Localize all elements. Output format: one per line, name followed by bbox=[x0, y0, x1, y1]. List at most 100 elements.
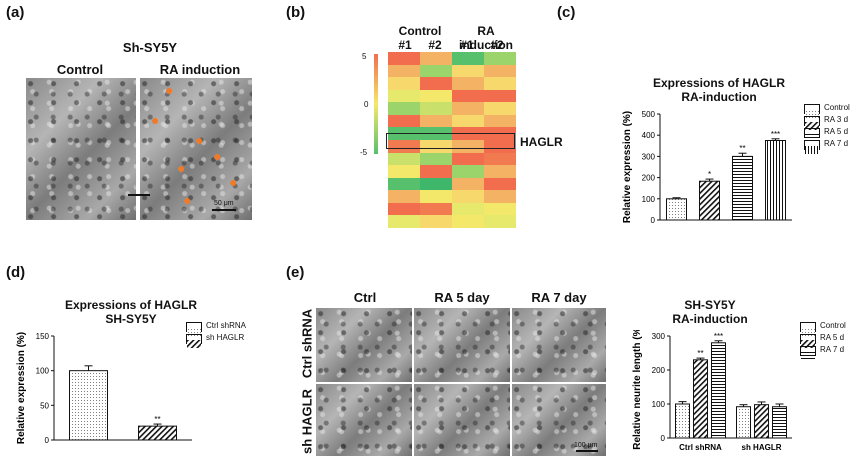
divider-mark bbox=[128, 194, 150, 196]
y-tick-label: 100 bbox=[642, 195, 656, 204]
heatmap-cell bbox=[484, 52, 516, 66]
heatmap-cell bbox=[452, 140, 484, 154]
heatmap-highlight-box bbox=[386, 133, 515, 149]
orange-marker bbox=[196, 138, 202, 144]
y-tick-label: 500 bbox=[642, 110, 656, 119]
micrograph-control bbox=[26, 78, 136, 220]
e-col-label: RA 5 day bbox=[434, 290, 490, 305]
heatmap-cell bbox=[388, 152, 420, 166]
heatmap-cell bbox=[420, 89, 452, 103]
heatmap-cell bbox=[420, 215, 452, 229]
chart-e: Relative neurite length (%) 0 100 200 300 Ctr… bbox=[632, 330, 792, 452]
heatmap-cell bbox=[484, 77, 516, 91]
y-axis-label: Relative expression (%) bbox=[622, 111, 633, 223]
heatmap-cell bbox=[484, 215, 516, 229]
heatmap-cell bbox=[452, 190, 484, 204]
heatmap-cell bbox=[484, 190, 516, 204]
heatmap-cell bbox=[388, 202, 420, 216]
heatmap-cell bbox=[420, 140, 452, 154]
chart-d-legend: Ctrl shRNA sh HAGLR bbox=[186, 321, 266, 352]
heatmap-cell bbox=[452, 165, 484, 179]
bar bbox=[699, 180, 720, 221]
heatmap-cell bbox=[388, 190, 420, 204]
chart-e-legend: Control RA 5 d RA 7 d bbox=[800, 321, 848, 366]
bar bbox=[69, 370, 108, 441]
y-tick-label: 300 bbox=[642, 152, 656, 161]
legend-swatch bbox=[800, 322, 816, 336]
heatmap-col-label: #1 bbox=[398, 38, 412, 52]
heatmap-cell bbox=[452, 215, 484, 229]
heatmap-cell bbox=[484, 165, 516, 179]
chart-c-subtitle: RA-induction bbox=[681, 90, 757, 104]
heatmap-cell bbox=[484, 102, 516, 116]
heatmap-col-label: #2 bbox=[490, 38, 504, 52]
panel-label-c: (c) bbox=[557, 4, 576, 21]
micrograph-ctrl-shrna-ra7 bbox=[512, 308, 606, 382]
chart-d-subtitle: SH-SY5Y bbox=[105, 312, 157, 326]
panel-a-title: Sh-SY5Y bbox=[122, 40, 178, 55]
heatmap-cell bbox=[484, 114, 516, 128]
scale-bar bbox=[576, 450, 598, 452]
heatmap-colorbar bbox=[374, 54, 378, 154]
legend-label: RA 7 d bbox=[820, 345, 845, 354]
bar bbox=[772, 406, 787, 439]
heatmap-cell bbox=[388, 52, 420, 66]
y-tick-label: 0 bbox=[651, 216, 656, 225]
heatmap-cell bbox=[452, 89, 484, 103]
legend-label: Ctrl shRNA bbox=[206, 321, 247, 330]
bar bbox=[732, 155, 753, 221]
legend-swatch bbox=[804, 116, 820, 130]
chart-e-subtitle: RA-induction bbox=[672, 312, 748, 326]
heatmap-cell bbox=[452, 152, 484, 166]
panel-a-control-label: Control bbox=[56, 62, 104, 77]
micrograph-sh-haglr-ra7 bbox=[512, 384, 606, 456]
colorbar-tick: 5 bbox=[362, 52, 367, 61]
significance-label: * bbox=[708, 170, 711, 179]
significance-label: ** bbox=[739, 144, 745, 153]
legend-label: RA 5 d bbox=[824, 127, 849, 136]
scale-bar-label: 100 μm bbox=[574, 442, 598, 449]
significance-label: *** bbox=[771, 130, 780, 139]
heatmap-cell bbox=[484, 140, 516, 154]
y-tick-label: 300 bbox=[652, 332, 666, 341]
bar bbox=[666, 198, 687, 221]
bar bbox=[711, 342, 726, 439]
heatmap-cell bbox=[420, 77, 452, 91]
chart-c-legend: Control RA 3 d RA 5 d RA 7 d bbox=[804, 103, 850, 164]
heatmap-cell bbox=[388, 140, 420, 154]
y-tick-label: 200 bbox=[652, 366, 666, 375]
heatmap-ra-label: RA induction bbox=[459, 24, 513, 52]
y-tick-label: 400 bbox=[642, 131, 656, 140]
heatmap-cell bbox=[388, 165, 420, 179]
heatmap-cell bbox=[484, 64, 516, 78]
legend-swatch bbox=[804, 140, 820, 154]
chart-d: Relative expression (%) 0 50 100 150 ** bbox=[16, 332, 192, 445]
heatmap-cell bbox=[452, 177, 484, 191]
legend-swatch bbox=[800, 346, 816, 360]
heatmap-cell bbox=[388, 77, 420, 91]
y-tick-label: 100 bbox=[652, 400, 666, 409]
chart-d-title: Expressions of HAGLR bbox=[64, 298, 198, 312]
heatmap-cell bbox=[388, 89, 420, 103]
panel-label-b: (b) bbox=[286, 4, 306, 21]
orange-marker bbox=[166, 88, 172, 94]
significance-label: ** bbox=[697, 349, 703, 358]
y-tick-label: 0 bbox=[45, 436, 50, 445]
scale-bar-label: 50 μm bbox=[214, 200, 234, 207]
heatmap-cell bbox=[484, 177, 516, 191]
orange-marker bbox=[152, 118, 158, 124]
legend-swatch bbox=[800, 334, 816, 348]
heatmap-control-label: Control bbox=[398, 24, 442, 38]
chart-c: Relative expression (%) 0 100 200 300 400 500 *… bbox=[622, 110, 792, 225]
orange-marker bbox=[230, 180, 236, 186]
heatmap-cell bbox=[484, 89, 516, 103]
heatmap-cell bbox=[420, 114, 452, 128]
micrograph-ctrl-shrna-ra5 bbox=[414, 308, 510, 382]
heatmap-cell bbox=[420, 64, 452, 78]
x-tick-label: sh HAGLR bbox=[742, 443, 782, 452]
heatmap-cell bbox=[388, 177, 420, 191]
panel-label-a: (a) bbox=[6, 4, 25, 21]
heatmap-cell bbox=[452, 114, 484, 128]
legend-label: Control bbox=[820, 321, 846, 330]
heatmap-cell bbox=[420, 165, 452, 179]
